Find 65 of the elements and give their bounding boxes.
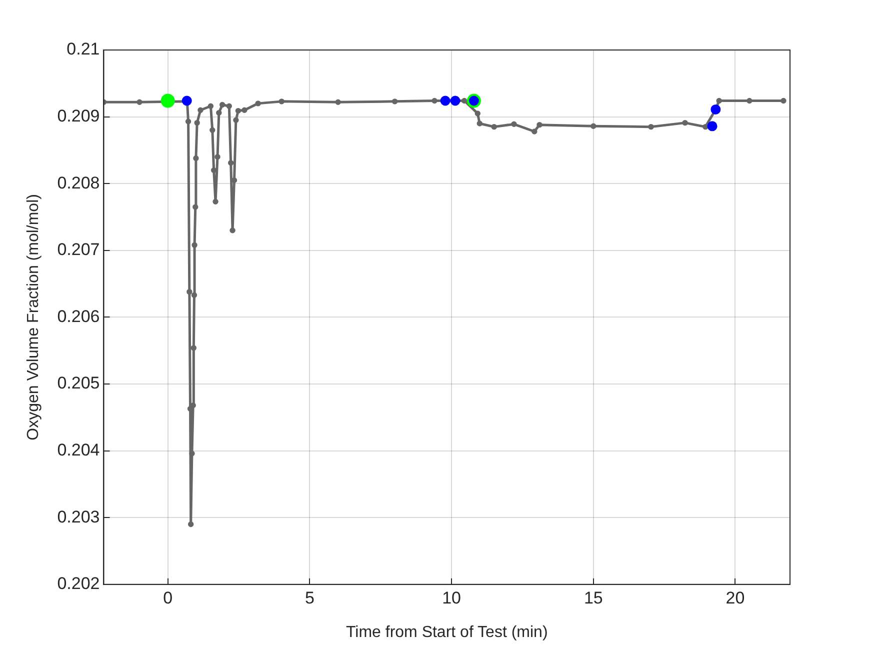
point [188, 521, 194, 528]
point [432, 98, 438, 104]
y-tick-label: 0.202 [57, 574, 100, 594]
point [198, 107, 204, 113]
point [242, 107, 248, 113]
point [235, 108, 242, 114]
y-tick-label: 0.207 [57, 240, 100, 260]
y-tick-label: 0.205 [57, 374, 100, 393]
point [710, 104, 721, 114]
point [255, 100, 261, 106]
point [233, 117, 239, 123]
point [450, 96, 460, 106]
point [160, 94, 175, 108]
x-tick-label: 5 [304, 588, 314, 608]
y-tick-label: 0.208 [57, 173, 100, 192]
y-tick-label: 0.21 [66, 40, 100, 59]
y-tick-label: 0.204 [57, 440, 100, 460]
point [392, 98, 398, 104]
point [228, 160, 234, 166]
point [210, 127, 216, 134]
y-tick-label: 0.209 [57, 106, 100, 126]
point [182, 96, 192, 106]
point [192, 242, 198, 248]
point [707, 121, 718, 132]
x-tick-label: 20 [726, 588, 745, 608]
point [716, 98, 722, 104]
point [461, 98, 468, 104]
point [190, 345, 197, 351]
x-tick-label: 10 [442, 588, 462, 608]
point [191, 292, 198, 298]
point [702, 124, 708, 130]
point [216, 110, 222, 116]
point [193, 155, 199, 162]
point [590, 123, 596, 129]
point [136, 99, 142, 105]
point [511, 121, 517, 127]
point [185, 118, 192, 124]
point [746, 98, 752, 104]
x-tick-label: 0 [163, 588, 173, 608]
y-tick-label: 0.206 [57, 306, 100, 326]
point [682, 120, 688, 126]
y-tick-label: 0.203 [57, 507, 100, 526]
point [536, 122, 542, 128]
x-axis-title: Time from Start of Test (min) [346, 624, 548, 641]
point [186, 288, 192, 295]
point [440, 96, 450, 106]
point [194, 120, 200, 126]
point [648, 124, 654, 130]
point [476, 120, 482, 126]
y-axis-title: Oxygen Volume Fraction (mol/mol) [25, 194, 42, 440]
point [208, 103, 214, 109]
point [532, 128, 538, 134]
point [192, 204, 198, 210]
point [219, 102, 226, 108]
point [226, 103, 232, 109]
point [335, 99, 341, 105]
point [212, 198, 218, 204]
x-tick-label: 15 [584, 588, 603, 608]
point [278, 98, 284, 104]
point [474, 110, 480, 116]
point [491, 124, 497, 130]
point [780, 98, 786, 104]
point [230, 228, 236, 234]
point [214, 154, 220, 160]
point [189, 450, 195, 456]
